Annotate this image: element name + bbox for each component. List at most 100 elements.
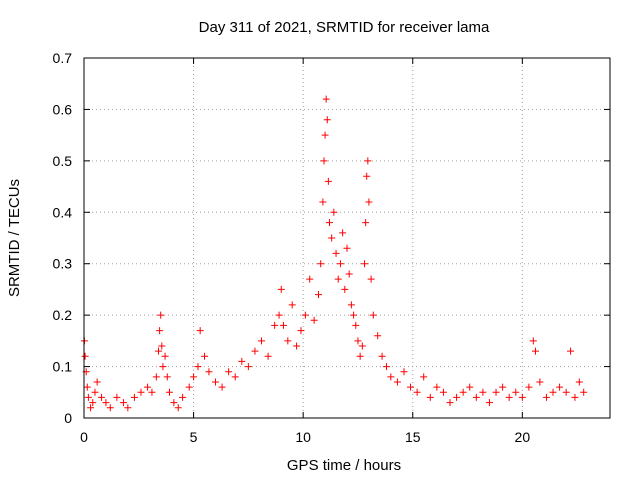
y-tick-label: 0.2 [53,307,73,323]
axis-ticks: 0 5 10 15 20 0 0.1 0.2 0.3 0.4 0.5 0.6 0.7 [53,50,610,445]
data-point [158,342,166,350]
data-point [354,337,362,345]
data-point [459,388,467,396]
data-point [279,321,287,329]
data-point [130,393,138,401]
data-point [310,316,318,324]
data-point [297,327,305,335]
data-point [218,383,226,391]
data-point [378,352,386,360]
data-point [446,399,454,407]
data-point [433,383,441,391]
data-point [531,347,539,355]
data-point [163,373,171,381]
data-point [556,383,564,391]
data-point [264,352,272,360]
x-tick-label: 15 [405,429,421,445]
data-point [374,332,382,340]
data-point [363,172,371,180]
data-point [161,352,169,360]
data-points [80,95,588,412]
data-point [356,352,364,360]
data-point [159,363,167,371]
data-point [562,388,570,396]
data-point [317,260,325,268]
data-point [420,373,428,381]
data-point [275,311,283,319]
data-point [352,321,360,329]
data-point [196,327,204,335]
data-point [194,363,202,371]
data-point [84,393,92,401]
data-point [87,404,95,412]
data-point [472,393,480,401]
data-point [225,368,233,376]
data-point [571,393,579,401]
data-point [350,311,358,319]
data-point [580,388,588,396]
data-point [293,342,301,350]
data-point [157,311,165,319]
data-point [362,219,370,227]
data-point [271,321,279,329]
data-point [499,383,507,391]
data-point [102,399,110,407]
y-tick-label: 0.5 [53,153,73,169]
data-point [155,347,163,355]
data-point [466,383,474,391]
data-point [205,368,213,376]
data-point [170,399,178,407]
data-point [334,275,342,283]
data-point [212,378,219,386]
chart-title: Day 311 of 2021, SRMTID for receiver lam… [199,19,490,36]
data-point [251,347,259,355]
data-point [369,311,377,319]
data-point [156,327,164,335]
data-point [330,208,338,216]
data-point [106,404,114,412]
data-point [347,301,355,309]
grid [84,58,610,418]
data-point [201,352,209,360]
data-point [453,393,461,401]
data-point [426,393,434,401]
data-point [185,383,193,391]
data-point [315,291,323,299]
data-point [339,229,347,237]
y-tick-label: 0.4 [53,204,73,220]
data-point [258,337,266,345]
data-point [332,249,340,257]
y-tick-label: 0.3 [53,256,73,272]
data-point [231,373,239,381]
y-tick-label: 0.7 [53,50,73,66]
data-point [284,337,292,345]
data-point [365,198,373,206]
data-point [165,388,173,396]
data-point [277,285,285,293]
data-point [358,342,366,350]
data-point [320,157,328,165]
data-point [367,275,375,283]
x-tick-label: 20 [515,429,531,445]
data-point [244,363,252,371]
data-point [439,388,447,396]
data-point [413,388,421,396]
data-point [124,404,132,412]
data-point [407,383,415,391]
data-point [529,337,537,345]
data-point [382,363,390,371]
x-tick-label: 5 [190,429,198,445]
data-point [93,378,101,386]
y-axis-label: SRMTID / TECUs [6,179,23,297]
data-point [288,301,296,309]
data-point [190,373,198,381]
data-point [148,388,156,396]
data-point [81,352,89,360]
data-point [238,357,246,365]
data-point [345,270,353,278]
data-point [341,285,349,293]
x-axis-label: GPS time / hours [287,457,401,474]
data-point [325,219,333,227]
data-point [364,157,372,165]
